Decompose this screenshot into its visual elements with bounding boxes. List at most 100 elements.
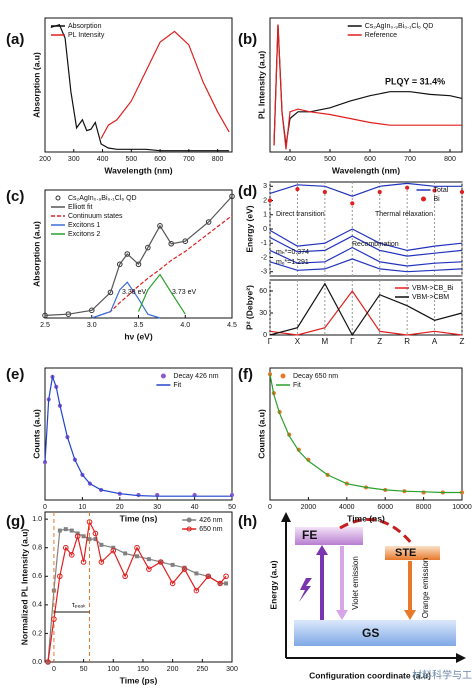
y-tick-label: 0.2 (32, 630, 42, 637)
x-tick-label: 400 (97, 156, 109, 163)
x-tick-label: A (432, 337, 438, 346)
x-axis-label: Time (ns) (347, 513, 385, 523)
relaxation-arrow (339, 518, 414, 545)
x-axis-label: Wavelength (nm) (104, 165, 172, 175)
annotation: mₕ*=0.374 (276, 249, 309, 256)
y-tick-label: 1 (263, 212, 267, 219)
x-tick-label: 3.0 (87, 322, 97, 329)
marker (182, 565, 187, 570)
arrow-head (456, 653, 466, 663)
marker (98, 559, 105, 565)
legend-marker (55, 195, 61, 201)
x-tick-label: R (404, 337, 410, 346)
y-tick-label: 0 (263, 226, 267, 233)
legend-label: Total (434, 187, 449, 194)
marker (62, 544, 69, 551)
y-tick-label: 0.6 (32, 573, 42, 580)
x-tick-label: 300 (226, 666, 238, 673)
x-tick-label: Γ (350, 337, 355, 346)
y-tick-label: -1 (261, 240, 267, 247)
series-line (269, 246, 463, 267)
legend-label: Continuum states (68, 213, 123, 220)
y-tick-label: 0.0 (32, 659, 42, 666)
x-tick-label: 40 (191, 504, 199, 511)
x-tick-label: 500 (125, 156, 137, 163)
marker (194, 571, 199, 576)
y-axis-label: Absorption (a.u) (31, 221, 41, 287)
series-line (91, 281, 161, 319)
marker (405, 185, 410, 190)
marker (123, 551, 128, 556)
marker (267, 198, 273, 203)
marker (122, 573, 128, 580)
transition-label: Orange emission (421, 558, 430, 618)
x-tick-label: 100 (107, 666, 119, 673)
marker (135, 554, 140, 559)
x-tick-label: 50 (80, 666, 88, 673)
x-tick-label: 700 (183, 156, 195, 163)
marker (92, 530, 99, 537)
x-tick-label: 150 (137, 666, 149, 673)
y-axis-label: Normalized PL Intensity (a.u) (19, 529, 29, 646)
x-tick-label: 800 (444, 156, 456, 163)
series-line (269, 282, 463, 337)
legend-label: Absorption (68, 23, 102, 30)
fe-level (295, 527, 363, 545)
marker (93, 537, 98, 542)
y-tick-label: 1.0 (32, 516, 42, 523)
marker (295, 187, 300, 192)
y-tick-label: 2 (263, 197, 267, 204)
marker (99, 542, 104, 547)
state-label: STE (395, 547, 416, 559)
marker (124, 251, 131, 257)
marker (117, 261, 123, 268)
y-tick-label: 30 (259, 310, 267, 317)
y-tick-label: 3 (263, 183, 267, 190)
x-tick-label: 0 (52, 666, 56, 673)
x-tick-label: Z (460, 337, 465, 346)
marker (45, 660, 50, 664)
x-tick-label: 30 (153, 504, 161, 511)
x-tick-label: 250 (196, 666, 208, 673)
x-tick-label: 600 (364, 156, 376, 163)
panel-label: (f) (238, 366, 253, 383)
marker (170, 562, 175, 567)
annotation: PLQY = 31.4% (385, 76, 445, 86)
marker (74, 533, 81, 540)
marker (157, 559, 164, 565)
legend-label: 650 nm (199, 526, 223, 533)
plot-frame (44, 511, 233, 663)
marker (135, 261, 142, 268)
legend-label: Fit (173, 382, 181, 389)
marker (146, 566, 152, 572)
series-line (44, 195, 233, 316)
state-label: GS (362, 626, 379, 640)
marker (181, 566, 188, 572)
marker (217, 580, 223, 587)
x-axis-label: Time (ps) (120, 675, 158, 685)
marker (81, 534, 86, 539)
annotation: 3.73 eV (172, 289, 196, 296)
marker (51, 616, 57, 622)
x-axis-label: Configuration coordinate (a.u) (309, 670, 431, 680)
marker (75, 531, 80, 536)
x-tick-label: 2000 (301, 504, 317, 511)
marker (111, 545, 116, 550)
y-axis-label: Energy (eV) (244, 205, 254, 252)
series-line (50, 23, 230, 152)
x-tick-label: 6000 (377, 504, 393, 511)
legend-label: Fit (293, 382, 301, 389)
x-tick-label: 2.5 (40, 322, 50, 329)
legend-label: Decay 650 nm (293, 373, 338, 380)
legend-marker (186, 517, 192, 523)
gs-level (294, 620, 456, 646)
marker (45, 659, 51, 665)
legend-label: VBM->CBM (412, 294, 449, 301)
x-tick-label: 10000 (452, 504, 472, 511)
legend-label: 426 nm (199, 517, 223, 524)
marker (107, 289, 114, 296)
marker (205, 573, 212, 580)
legend-label: Cs₂AgIn₀.₉Bi₀.₁Cl₆ QD (68, 195, 137, 202)
marker (57, 528, 62, 533)
